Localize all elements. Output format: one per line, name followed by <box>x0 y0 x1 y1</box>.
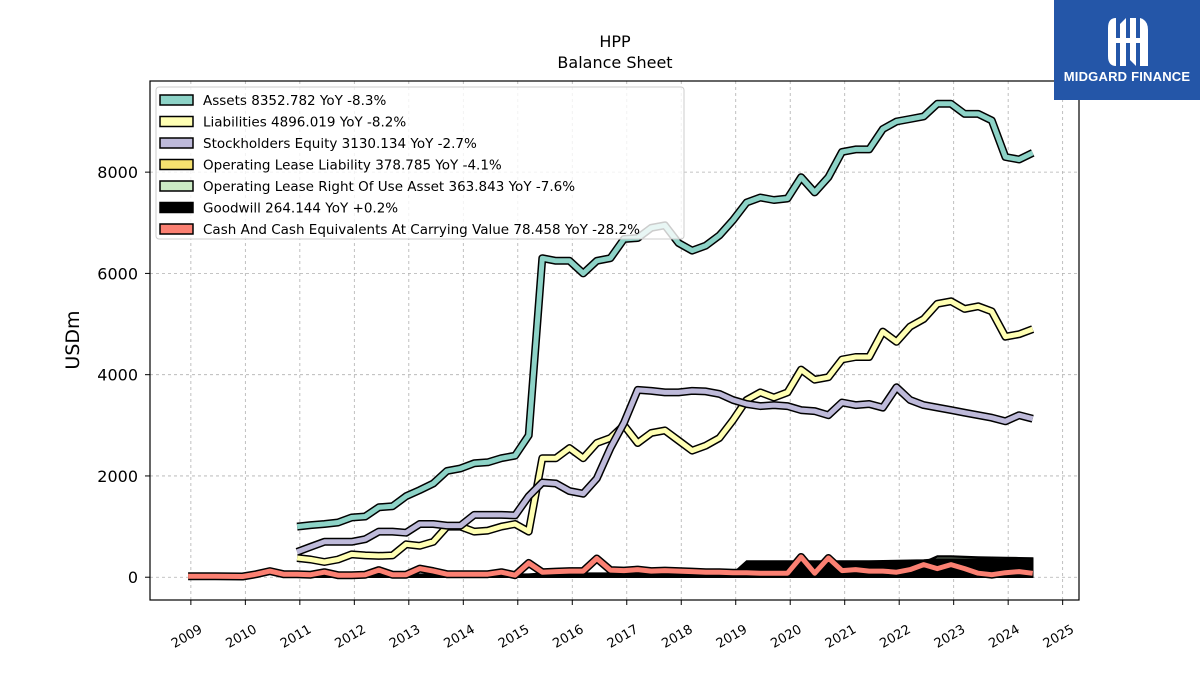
legend-swatch-assets <box>159 94 194 106</box>
legend-label-goodwill: Goodwill 264.144 YoY +0.2% <box>203 201 398 217</box>
x-tick-label: 2014 <box>441 622 477 652</box>
cash-and-cash-equivalents-at-carrying-value-line <box>188 554 1034 579</box>
legend-label-operating-lease-right-of-use-asset: Operating Lease Right Of Use Asset 363.8… <box>203 179 575 195</box>
x-tick-label: 2024 <box>986 622 1022 652</box>
stockholders-equity-line <box>296 384 1034 555</box>
x-tick-label: 2013 <box>387 622 423 652</box>
legend-swatch-liabilities <box>159 115 194 128</box>
legend-label-operating-lease-liability: Operating Lease Liability 378.785 YoY -4… <box>203 158 502 174</box>
y-axis-label: USDm <box>62 310 84 369</box>
legend-swatch-stockholders-equity <box>159 137 194 149</box>
x-tick-label: 2016 <box>550 622 586 652</box>
x-tick-label: 2022 <box>877 622 913 652</box>
legend-label-assets: Assets 8352.782 YoY -8.3% <box>203 93 387 109</box>
x-tick-label: 2017 <box>605 622 641 652</box>
legend-box <box>155 86 685 240</box>
legend-swatch-operating-lease-liability <box>159 158 194 171</box>
chart-title: HPP <box>599 32 631 51</box>
x-axis-ticks: 2009 2010 2011 2012 2013 2014 2015 2016 2017 2018… <box>169 600 1077 652</box>
stockholders-equity-line-outline <box>295 383 1034 556</box>
legend-label-stockholders-equity: Stockholders Equity 3130.134 YoY -2.7% <box>203 136 477 152</box>
y-tick-label: 8000 <box>97 163 138 182</box>
legend-label-liabilities: Liabilities 4896.019 YoY -8.2% <box>203 115 406 131</box>
x-tick-label: 2012 <box>332 622 368 652</box>
x-tick-label: 2020 <box>768 622 804 652</box>
chart-subtitle: Balance Sheet <box>557 53 672 72</box>
y-tick-label: 2000 <box>97 467 138 486</box>
x-tick-label: 2018 <box>659 622 695 652</box>
y-axis-ticks: 0 2000 4000 6000 8000 <box>97 163 150 587</box>
x-tick-label: 2011 <box>278 622 314 652</box>
x-tick-label: 2025 <box>1041 622 1077 652</box>
legend-swatch-goodwill <box>159 201 194 214</box>
y-tick-label: 0 <box>128 568 138 587</box>
liabilities-line <box>296 298 1034 565</box>
x-tick-label: 2019 <box>714 622 750 652</box>
legend-label-cash-and-cash-equivalents-at-carrying-value: Cash And Cash Equivalents At Carrying Va… <box>203 222 640 238</box>
x-tick-label: 2015 <box>496 622 532 652</box>
x-tick-label: 2021 <box>823 622 859 652</box>
legend: Assets 8352.782 YoY -8.3% Liabilities 489… <box>155 86 685 240</box>
plot-frame <box>149 80 1080 601</box>
midgard-finance-logo: MIDGARD FINANCE <box>1054 0 1200 100</box>
legend-swatch-operating-lease-right-of-use-asset <box>159 180 194 192</box>
y-tick-label: 4000 <box>97 366 138 385</box>
legend-swatch-cash-and-cash-equivalents-at-carrying-value <box>159 223 194 235</box>
x-tick-label: 2010 <box>224 622 260 652</box>
y-tick-label: 6000 <box>97 264 138 283</box>
logo-text: MIDGARD FINANCE <box>1063 69 1191 84</box>
midgard-logo-icon <box>1108 18 1148 66</box>
x-tick-label: 2009 <box>169 622 205 652</box>
x-tick-label: 2023 <box>932 622 968 652</box>
